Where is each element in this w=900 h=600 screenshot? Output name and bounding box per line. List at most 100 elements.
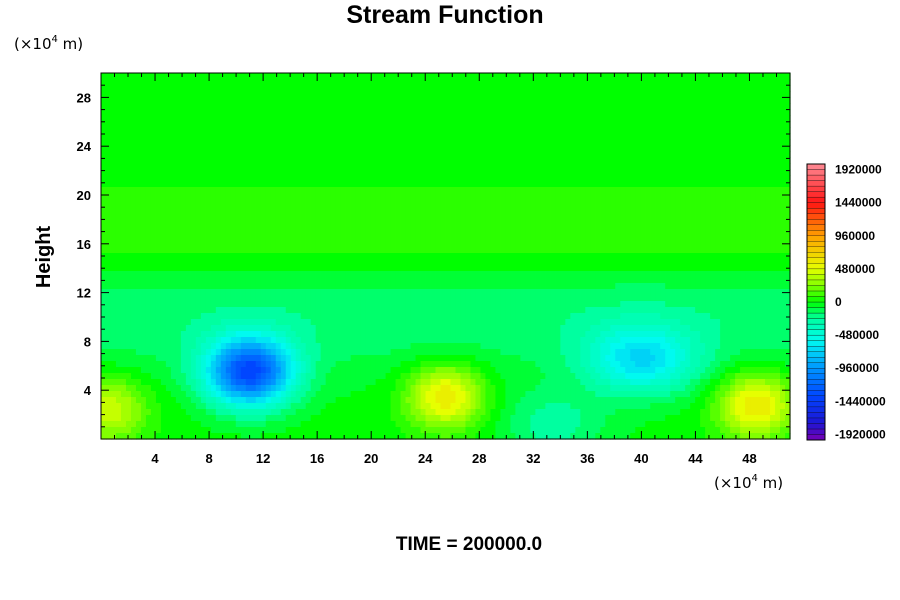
field-cell — [255, 229, 262, 236]
field-cell — [440, 283, 447, 290]
field-cell — [740, 121, 746, 128]
field-cell — [515, 205, 521, 212]
field-cell — [645, 79, 651, 86]
field-cell — [500, 121, 507, 128]
field-cell — [105, 127, 112, 134]
field-cell — [235, 259, 242, 266]
field-cell — [210, 109, 217, 116]
field-cell — [465, 187, 472, 194]
field-cell — [185, 79, 192, 86]
field-cell — [515, 145, 521, 152]
field-cell — [640, 109, 646, 116]
field-cell — [750, 121, 756, 128]
field-cell — [740, 175, 746, 182]
field-cell — [345, 241, 352, 248]
field-cell — [195, 199, 202, 206]
field-cell — [735, 169, 741, 176]
field-cell — [695, 283, 701, 290]
field-cell — [760, 163, 766, 170]
field-cell — [460, 169, 467, 176]
field-cell — [625, 139, 631, 146]
field-cell — [305, 127, 312, 134]
field-cell — [475, 91, 482, 98]
field-cell — [595, 265, 601, 272]
field-cell — [165, 187, 172, 194]
field-cell — [750, 253, 756, 260]
field-cell — [740, 151, 746, 158]
field-cell — [240, 127, 247, 134]
field-cell — [375, 241, 382, 248]
field-cell — [465, 73, 472, 80]
field-cell — [345, 187, 352, 194]
field-cell — [110, 157, 117, 164]
field-cell — [365, 127, 372, 134]
field-cell — [645, 85, 651, 92]
field-cell — [240, 247, 247, 254]
field-cell — [760, 175, 766, 182]
field-cell — [625, 103, 631, 110]
field-cell — [220, 235, 227, 242]
field-cell — [635, 181, 641, 188]
field-cell — [165, 289, 172, 296]
field-cell — [175, 289, 182, 296]
field-cell — [680, 109, 686, 116]
field-cell — [710, 85, 716, 92]
field-cell — [405, 241, 412, 248]
field-cell — [725, 223, 731, 230]
field-cell — [430, 79, 437, 86]
field-cell — [355, 277, 362, 284]
field-cell — [115, 103, 122, 110]
field-cell — [550, 85, 556, 92]
field-cell — [120, 127, 127, 134]
field-cell — [101, 217, 107, 224]
field-cell — [650, 91, 656, 98]
field-cell — [460, 139, 467, 146]
field-cell — [165, 205, 172, 212]
field-cell — [730, 163, 736, 170]
field-cell — [680, 181, 686, 188]
field-cell — [270, 253, 277, 260]
field-cell — [460, 145, 467, 152]
field-cell — [145, 121, 152, 128]
field-cell — [115, 139, 122, 146]
field-cell — [595, 199, 601, 206]
field-cell — [265, 79, 272, 86]
field-cell — [395, 229, 402, 236]
field-cell — [295, 151, 302, 158]
field-cell — [760, 271, 766, 278]
field-cell — [205, 181, 212, 188]
field-cell — [101, 85, 107, 92]
field-cell — [285, 91, 292, 98]
field-cell — [685, 73, 691, 80]
field-cell — [220, 121, 227, 128]
field-cell — [590, 157, 596, 164]
field-cell — [335, 199, 342, 206]
field-cell — [695, 73, 701, 80]
field-cell — [625, 253, 631, 260]
field-cell — [101, 97, 107, 104]
field-cell — [500, 91, 507, 98]
field-cell — [615, 97, 621, 104]
field-cell — [260, 211, 267, 218]
field-cell — [305, 187, 312, 194]
field-cell — [355, 187, 362, 194]
field-cell — [445, 229, 452, 236]
field-cell — [575, 283, 581, 290]
field-cell — [755, 73, 761, 80]
field-cell — [385, 73, 392, 80]
field-cell — [570, 271, 576, 278]
field-cell — [625, 187, 631, 194]
field-cell — [110, 175, 117, 182]
field-cell — [345, 79, 352, 86]
field-cell — [435, 157, 442, 164]
field-cell — [125, 85, 132, 92]
field-cell — [510, 241, 516, 248]
field-cell — [485, 223, 492, 230]
field-cell — [380, 271, 387, 278]
field-cell — [745, 217, 751, 224]
field-cell — [345, 217, 352, 224]
field-cell — [255, 259, 262, 266]
field-cell — [455, 223, 462, 230]
field-cell — [215, 259, 222, 266]
field-cell — [785, 223, 791, 230]
